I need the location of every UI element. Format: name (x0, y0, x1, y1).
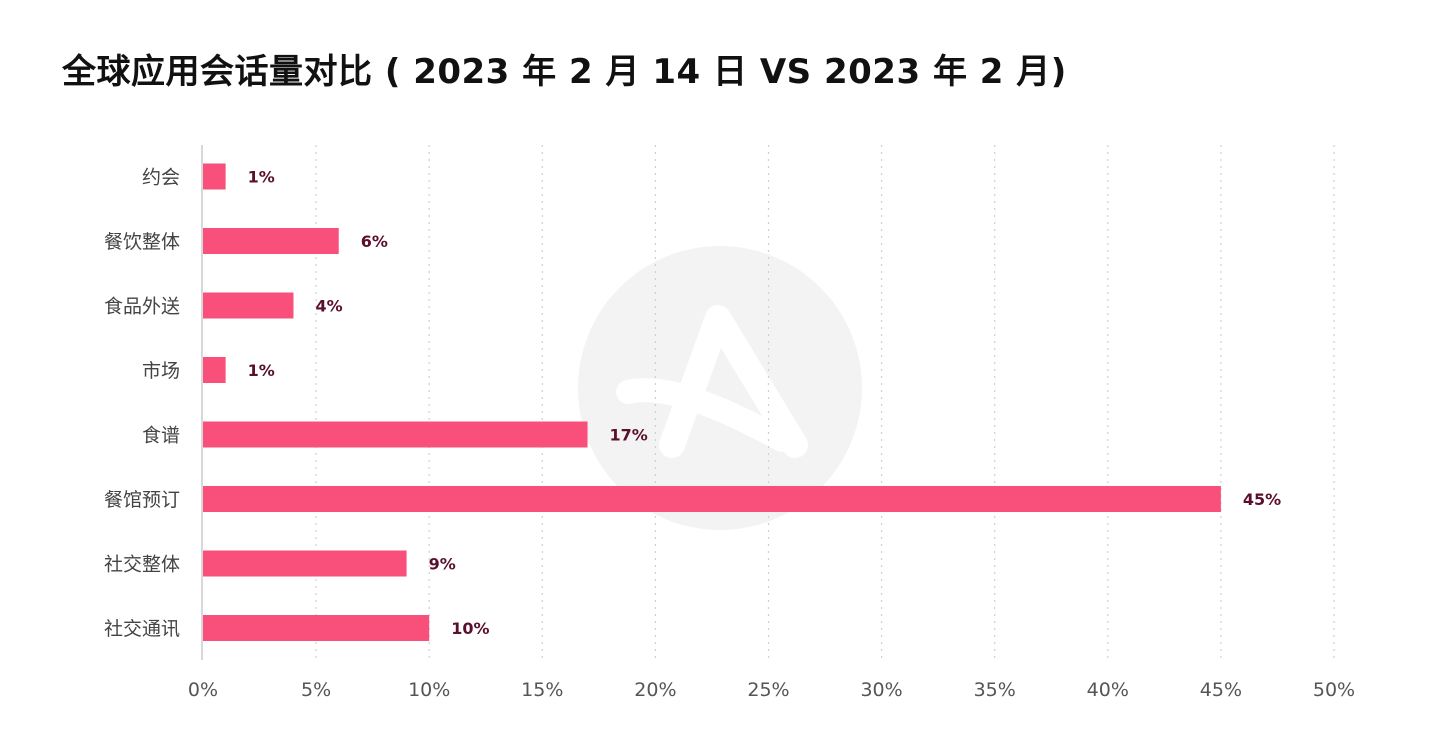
x-tick-label: 35% (974, 679, 1016, 701)
category-label: 食品外送 (104, 296, 180, 318)
data-label: 45% (1243, 490, 1281, 509)
data-label: 1% (248, 361, 275, 380)
x-tick-labels: 0% 5% 10% 15% 20% 25% 30% 35% 40% 45% 50% (188, 679, 1355, 701)
bars-group (203, 163, 1221, 641)
data-label: 1% (248, 168, 275, 187)
x-tick-label: 25% (747, 679, 789, 701)
data-label: 9% (429, 555, 456, 574)
category-label: 市场 (142, 360, 180, 382)
category-label: 社交通讯 (104, 618, 180, 640)
data-label: 17% (610, 426, 648, 445)
watermark-logo (578, 246, 862, 530)
bar (203, 292, 294, 319)
bar (203, 486, 1221, 512)
category-label: 餐馆预订 (104, 489, 180, 511)
bar (203, 550, 407, 577)
chart-title: 全球应用会话量对比 ( 2023 年 2 月 14 日 VS 2023 年 2 … (62, 52, 1067, 92)
x-tick-label: 5% (301, 679, 331, 701)
x-tick-label: 20% (634, 679, 676, 701)
category-label: 餐饮整体 (104, 231, 180, 253)
x-tick-label: 10% (408, 679, 450, 701)
x-tick-label: 0% (188, 679, 218, 701)
data-label: 6% (361, 232, 388, 251)
category-label: 约会 (142, 167, 180, 189)
x-tick-label: 30% (860, 679, 902, 701)
x-tick-label: 50% (1313, 679, 1355, 701)
category-label: 社交整体 (104, 554, 180, 576)
x-tick-label: 15% (521, 679, 563, 701)
data-labels: 1% 6% 4% 1% 17% 45% 9% 10% (248, 168, 1282, 639)
x-tick-label: 45% (1200, 679, 1242, 701)
bar (203, 163, 226, 190)
bar (203, 615, 430, 641)
data-label: 4% (315, 297, 342, 316)
bar (203, 421, 588, 448)
data-label: 10% (451, 619, 489, 638)
bar (203, 228, 339, 254)
x-tick-label: 40% (1087, 679, 1129, 701)
category-label: 食谱 (142, 425, 180, 447)
bar (203, 357, 226, 383)
